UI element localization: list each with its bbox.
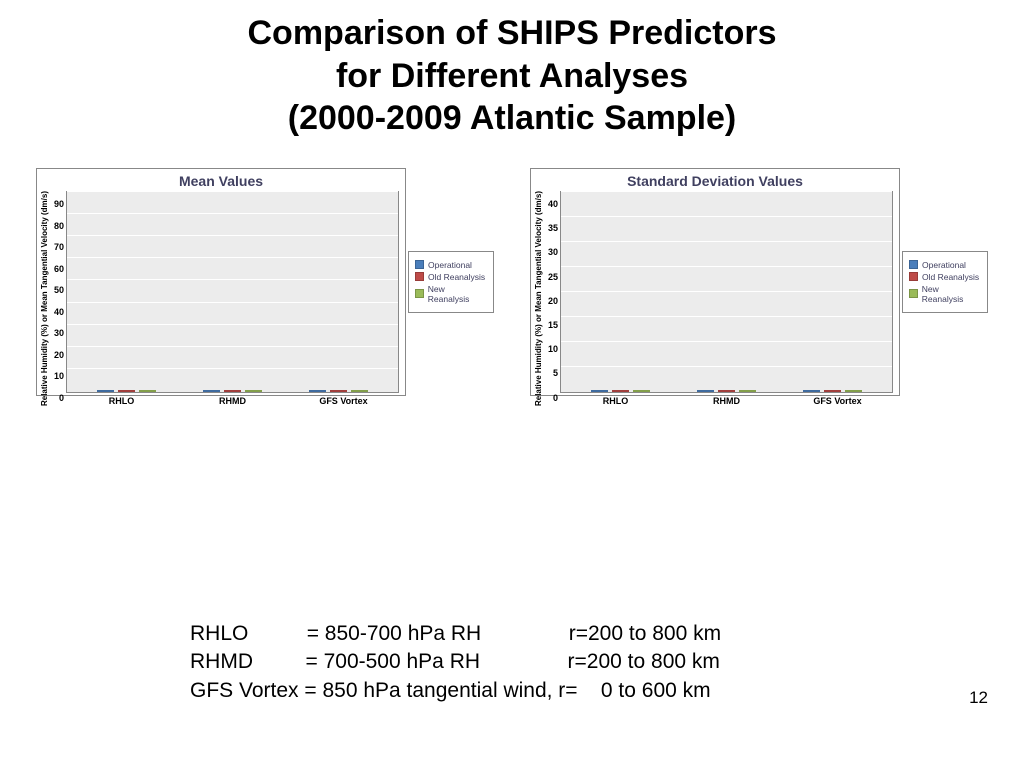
bar <box>697 390 714 392</box>
bar <box>824 390 841 392</box>
page-number: 12 <box>969 688 988 708</box>
legend-swatch-icon <box>415 272 424 281</box>
bar-group <box>309 390 368 392</box>
y-tick-label: 30 <box>54 328 64 338</box>
bar-group <box>697 390 756 392</box>
bar <box>803 390 820 392</box>
legend-label: Operational <box>922 260 966 270</box>
bar <box>351 390 368 392</box>
title-line-3: (2000-2009 Atlantic Sample) <box>0 97 1024 140</box>
chart-body: Relative Humidity (%) or Mean Tangential… <box>37 191 405 410</box>
y-tick-label: 80 <box>54 221 64 231</box>
y-tick-label: 10 <box>54 371 64 381</box>
x-axis-label: RHLO <box>560 396 671 406</box>
legend-label: New Reanalysis <box>428 284 487 304</box>
bar <box>633 390 650 392</box>
y-axis-label: Relative Humidity (%) or Mean Tangential… <box>533 191 544 406</box>
chart-body: Relative Humidity (%) or Mean Tangential… <box>531 191 899 410</box>
def-line-3: GFS Vortex = 850 hPa tangential wind, r=… <box>190 679 711 702</box>
bar <box>309 390 326 392</box>
y-tick-label: 30 <box>548 247 558 257</box>
legend-swatch-icon <box>909 289 918 298</box>
bar <box>330 390 347 392</box>
legend-label: Old Reanalysis <box>428 272 485 282</box>
bar-group <box>591 390 650 392</box>
mean-values-chart: Mean Values Relative Humidity (%) or Mea… <box>36 168 406 396</box>
legend-swatch-icon <box>415 260 424 269</box>
plot-column: RHLORHMDGFS Vortex <box>560 191 893 406</box>
bar-group <box>803 390 862 392</box>
charts-row: Mean Values Relative Humidity (%) or Mea… <box>0 168 1024 396</box>
y-tick-label: 40 <box>548 199 558 209</box>
x-axis-label: RHMD <box>671 396 782 406</box>
legend-item: New Reanalysis <box>909 284 981 304</box>
x-axis: RHLORHMDGFS Vortex <box>66 393 399 406</box>
legend-label: Old Reanalysis <box>922 272 979 282</box>
y-tick-label: 90 <box>54 199 64 209</box>
plot-area <box>66 191 399 393</box>
def-line-1: RHLO = 850-700 hPa RH r=200 to 800 km <box>190 622 721 645</box>
bar <box>739 390 756 392</box>
y-tick-label: 20 <box>548 296 558 306</box>
bar <box>591 390 608 392</box>
legend-label: New Reanalysis <box>922 284 981 304</box>
y-tick-label: 70 <box>54 242 64 252</box>
legend-item: New Reanalysis <box>415 284 487 304</box>
chart-title: Standard Deviation Values <box>531 169 899 191</box>
std-dev-chart-wrap: Standard Deviation Values Relative Humid… <box>530 168 988 396</box>
x-axis-label: RHLO <box>66 396 177 406</box>
x-axis-label: RHMD <box>177 396 288 406</box>
bar-group <box>203 390 262 392</box>
mean-values-chart-wrap: Mean Values Relative Humidity (%) or Mea… <box>36 168 494 396</box>
y-tick-label: 40 <box>54 307 64 317</box>
bar <box>224 390 241 392</box>
legend-item: Old Reanalysis <box>909 272 981 282</box>
definitions-block: RHLO = 850-700 hPa RH r=200 to 800 km RH… <box>190 620 721 705</box>
bar-group <box>97 390 156 392</box>
bar <box>612 390 629 392</box>
def-line-2: RHMD = 700-500 hPa RH r=200 to 800 km <box>190 650 720 673</box>
x-axis-label: GFS Vortex <box>782 396 893 406</box>
y-axis-ticks: 0 10 20 30 40 50 60 70 80 90 <box>50 191 66 406</box>
legend-item: Operational <box>909 260 981 270</box>
bar <box>845 390 862 392</box>
y-tick-label: 50 <box>54 285 64 295</box>
y-tick-label: 0 <box>553 393 558 403</box>
x-axis: RHLORHMDGFS Vortex <box>560 393 893 406</box>
legend-item: Operational <box>415 260 487 270</box>
y-tick-label: 35 <box>548 223 558 233</box>
legend: Operational Old Reanalysis New Reanalysis <box>902 251 988 313</box>
y-tick-label: 5 <box>553 368 558 378</box>
legend-label: Operational <box>428 260 472 270</box>
legend-swatch-icon <box>909 260 918 269</box>
legend-swatch-icon <box>909 272 918 281</box>
bar <box>118 390 135 392</box>
std-dev-chart: Standard Deviation Values Relative Humid… <box>530 168 900 396</box>
y-tick-label: 20 <box>54 350 64 360</box>
title-line-1: Comparison of SHIPS Predictors <box>0 12 1024 55</box>
page-title: Comparison of SHIPS Predictors for Diffe… <box>0 0 1024 140</box>
plot-area <box>560 191 893 393</box>
bar <box>97 390 114 392</box>
legend: Operational Old Reanalysis New Reanalysis <box>408 251 494 313</box>
bar <box>245 390 262 392</box>
y-tick-label: 25 <box>548 272 558 282</box>
y-tick-label: 15 <box>548 320 558 330</box>
plot-column: RHLORHMDGFS Vortex <box>66 191 399 406</box>
y-axis-ticks: 0 5 10 15 20 25 30 35 40 <box>544 191 560 406</box>
legend-item: Old Reanalysis <box>415 272 487 282</box>
title-line-2: for Different Analyses <box>0 55 1024 98</box>
bar <box>718 390 735 392</box>
y-tick-label: 60 <box>54 264 64 274</box>
bar <box>203 390 220 392</box>
y-tick-label: 0 <box>59 393 64 403</box>
y-tick-label: 10 <box>548 344 558 354</box>
chart-title: Mean Values <box>37 169 405 191</box>
x-axis-label: GFS Vortex <box>288 396 399 406</box>
y-axis-label: Relative Humidity (%) or Mean Tangential… <box>39 191 50 406</box>
bar <box>139 390 156 392</box>
legend-swatch-icon <box>415 289 424 298</box>
